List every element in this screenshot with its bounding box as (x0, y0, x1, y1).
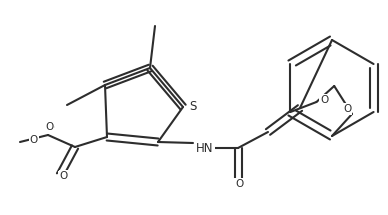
Text: O: O (45, 122, 53, 132)
Text: O: O (60, 171, 68, 181)
Text: O: O (46, 123, 54, 133)
Text: O: O (320, 95, 329, 105)
Text: O: O (59, 172, 68, 182)
Text: O: O (343, 104, 351, 114)
Text: O: O (30, 135, 38, 145)
Text: O: O (235, 179, 243, 189)
Text: HN: HN (196, 141, 214, 155)
Text: S: S (189, 100, 197, 114)
